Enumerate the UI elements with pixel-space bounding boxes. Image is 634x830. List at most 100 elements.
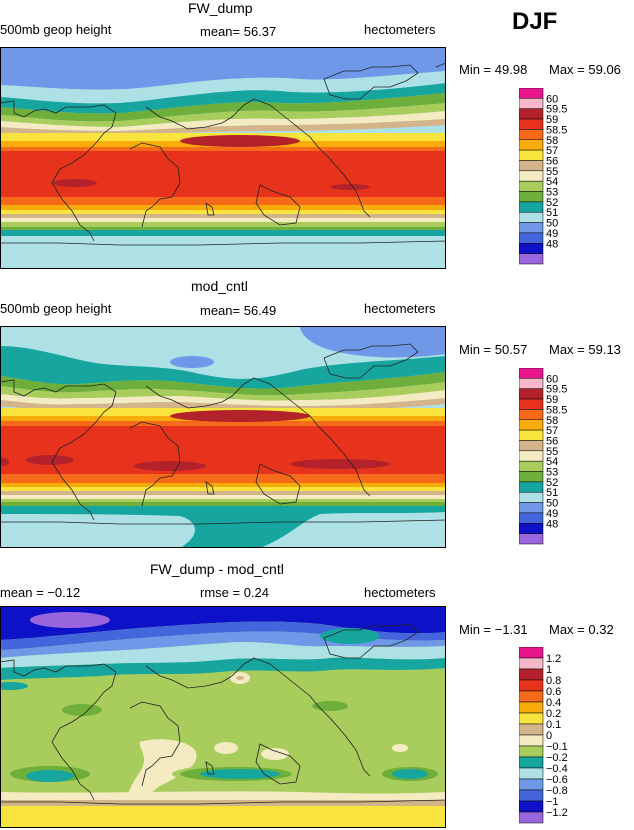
panel1-max-label: Max = 59.06 <box>549 62 621 77</box>
p1-coastlines <box>0 62 446 246</box>
p1-band-cyan <box>0 71 446 104</box>
p1-band-lightgreen-s <box>0 222 446 227</box>
p1-band-cream-s <box>0 218 446 223</box>
colorbar-swatch <box>519 723 544 736</box>
colorbar-tick-label: 50 <box>546 218 558 230</box>
colorbar-swatch <box>519 811 544 824</box>
colorbar-swatch <box>519 668 544 681</box>
panel3-units-label: hectometers <box>364 585 436 600</box>
p1-band-blue <box>0 47 446 90</box>
p1-band-teal <box>0 83 446 114</box>
colorbar-swatch <box>519 253 544 265</box>
p1-band-orange-s <box>0 197 446 207</box>
colorbar-swatch <box>519 657 544 670</box>
colorbar-swatch <box>519 440 544 452</box>
colorbar-swatch <box>519 450 544 462</box>
colorbar-tick-label: 55 <box>546 446 558 458</box>
colorbar-swatch <box>519 118 544 130</box>
panel2-units-label: hectometers <box>364 301 436 316</box>
colorbar-tick-label: 54 <box>546 456 558 468</box>
colorbar-tick-label: 52 <box>546 477 558 489</box>
colorbar-tick-label: 57 <box>546 145 558 157</box>
panel1-min-label: Min = 49.98 <box>459 62 528 77</box>
colorbar-swatch <box>519 533 544 545</box>
colorbar-swatch <box>519 800 544 813</box>
colorbar-swatch <box>519 712 544 725</box>
colorbar-swatch <box>519 398 544 410</box>
colorbar-tick-label: −1.2 <box>546 807 568 819</box>
p1-max-center-3 <box>330 184 370 190</box>
p1-band-tan-s <box>0 214 446 219</box>
colorbar-tick-label: −0.6 <box>546 774 568 786</box>
colorbar-swatch <box>519 419 544 431</box>
colorbar-tick-label: 48 <box>546 518 558 530</box>
colorbar-swatch <box>519 745 544 758</box>
colorbar-swatch <box>519 88 544 99</box>
colorbar-tick-label: 56 <box>546 435 558 447</box>
colorbar-swatch <box>519 388 544 400</box>
colorbar-swatch <box>519 512 544 524</box>
colorbar-swatch <box>519 523 544 534</box>
panel3-colorbar: 1.210.80.60.40.20.10−0.1−0.2−0.4−0.6−0.8… <box>519 647 568 824</box>
colorbar-tick-label: −0.4 <box>546 763 568 775</box>
colorbar-tick-label: 58 <box>546 415 558 427</box>
colorbar-tick-label: 0.2 <box>546 708 561 720</box>
colorbar-tick-label: 53 <box>546 467 558 479</box>
panel2-max-label: Max = 59.13 <box>549 342 621 357</box>
colorbar-swatch <box>519 789 544 802</box>
colorbar-swatch <box>519 481 544 493</box>
p1-band-gold-s <box>0 205 446 211</box>
p1-max-center-1 <box>180 135 300 147</box>
p1-max-center-2 <box>53 179 97 187</box>
colorbar-swatch <box>519 191 544 203</box>
panel3-title: FW_dump - mod_cntl <box>150 561 284 577</box>
colorbar-tick-label: 60 <box>546 373 558 385</box>
colorbar-swatch <box>519 690 544 703</box>
colorbar-tick-label: 0.4 <box>546 697 561 709</box>
p1-band-tan <box>0 119 446 135</box>
colorbar-swatch <box>519 108 544 120</box>
colorbar-tick-label: 52 <box>546 197 558 209</box>
colorbar-swatch <box>519 170 544 182</box>
colorbar-tick-label: 58.5 <box>546 404 567 416</box>
p1-band-green <box>0 93 446 122</box>
colorbar-swatch <box>519 756 544 769</box>
colorbar-tick-label: −1 <box>546 796 559 808</box>
p1-band-yellow-s <box>0 210 446 215</box>
colorbar-tick-label: −0.1 <box>546 741 568 753</box>
colorbar-swatch <box>519 734 544 747</box>
panel2-title: mod_cntl <box>191 278 248 294</box>
panel1-variable-label: 500mb geop height <box>0 22 112 37</box>
panel2-variable-label: 500mb geop height <box>0 301 112 316</box>
colorbar-swatch <box>519 180 544 192</box>
panel2-map <box>0 326 446 548</box>
colorbar-swatch <box>519 243 544 254</box>
colorbar-swatch <box>519 222 544 234</box>
colorbar-tick-label: −0.2 <box>546 752 568 764</box>
colorbar-tick-label: 58.5 <box>546 124 567 136</box>
colorbar-swatch <box>519 778 544 791</box>
colorbar-swatch <box>519 701 544 714</box>
panel3-mean-label: mean = −0.12 <box>0 585 81 600</box>
colorbar-swatch <box>519 502 544 514</box>
colorbar-tick-label: 60 <box>546 93 558 105</box>
colorbar-swatch <box>519 368 544 379</box>
p1-band-teal-s <box>0 230 446 236</box>
colorbar-tick-label: 56 <box>546 155 558 167</box>
colorbar-tick-label: 0.8 <box>546 675 561 687</box>
panel2-mean-label: mean= 56.49 <box>200 303 277 318</box>
colorbar-swatch <box>519 139 544 151</box>
colorbar-tick-label: 59.5 <box>546 384 567 396</box>
panel1-units-label: hectometers <box>364 22 436 37</box>
colorbar-tick-label: 50 <box>546 498 558 510</box>
p1-band-cream <box>0 111 446 131</box>
panel3-rmse-label: rmse = 0.24 <box>200 585 270 600</box>
colorbar-swatch <box>519 160 544 172</box>
colorbar-tick-label: 0.6 <box>546 686 561 698</box>
colorbar-tick-label: 54 <box>546 176 558 188</box>
colorbar-tick-label: 1 <box>546 664 552 676</box>
colorbar-tick-label: 55 <box>546 166 558 178</box>
colorbar-tick-label: 53 <box>546 187 558 199</box>
